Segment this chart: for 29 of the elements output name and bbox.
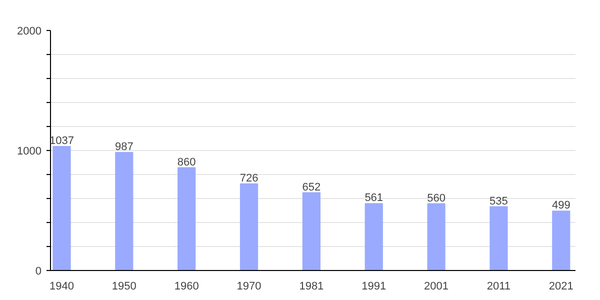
- data-label: 726: [240, 172, 258, 184]
- y-tick-label: 2000: [17, 26, 42, 38]
- x-tick-label: 1981: [299, 280, 324, 292]
- data-label: 535: [490, 195, 508, 208]
- y-tick-label: 1000: [17, 146, 42, 158]
- x-tick-label: 2001: [424, 280, 449, 292]
- bar: [52, 146, 71, 270]
- data-label: 499: [552, 200, 570, 212]
- data-label: 652: [302, 181, 321, 194]
- bar: [178, 167, 196, 270]
- bar: [115, 152, 134, 270]
- bar: [240, 183, 258, 270]
- x-tick-label: 1940: [50, 280, 74, 292]
- data-label: 560: [427, 192, 446, 204]
- bar: [427, 203, 446, 270]
- bar: [552, 210, 570, 270]
- x-tick-label: 1960: [174, 280, 199, 292]
- bar: [302, 192, 320, 270]
- x-tick-label: 2021: [548, 280, 574, 292]
- x-tick-label: 2011: [486, 280, 511, 292]
- x-tick-label: 1991: [362, 280, 386, 292]
- data-label: 561: [364, 192, 384, 204]
- bar: [364, 203, 383, 270]
- x-tick-label: 1970: [236, 280, 262, 292]
- data-label: 860: [177, 156, 196, 168]
- x-tick-label: 1950: [112, 280, 136, 292]
- bar: [490, 206, 508, 270]
- y-tick-label: 0: [35, 266, 42, 278]
- data-label: 987: [114, 141, 134, 154]
